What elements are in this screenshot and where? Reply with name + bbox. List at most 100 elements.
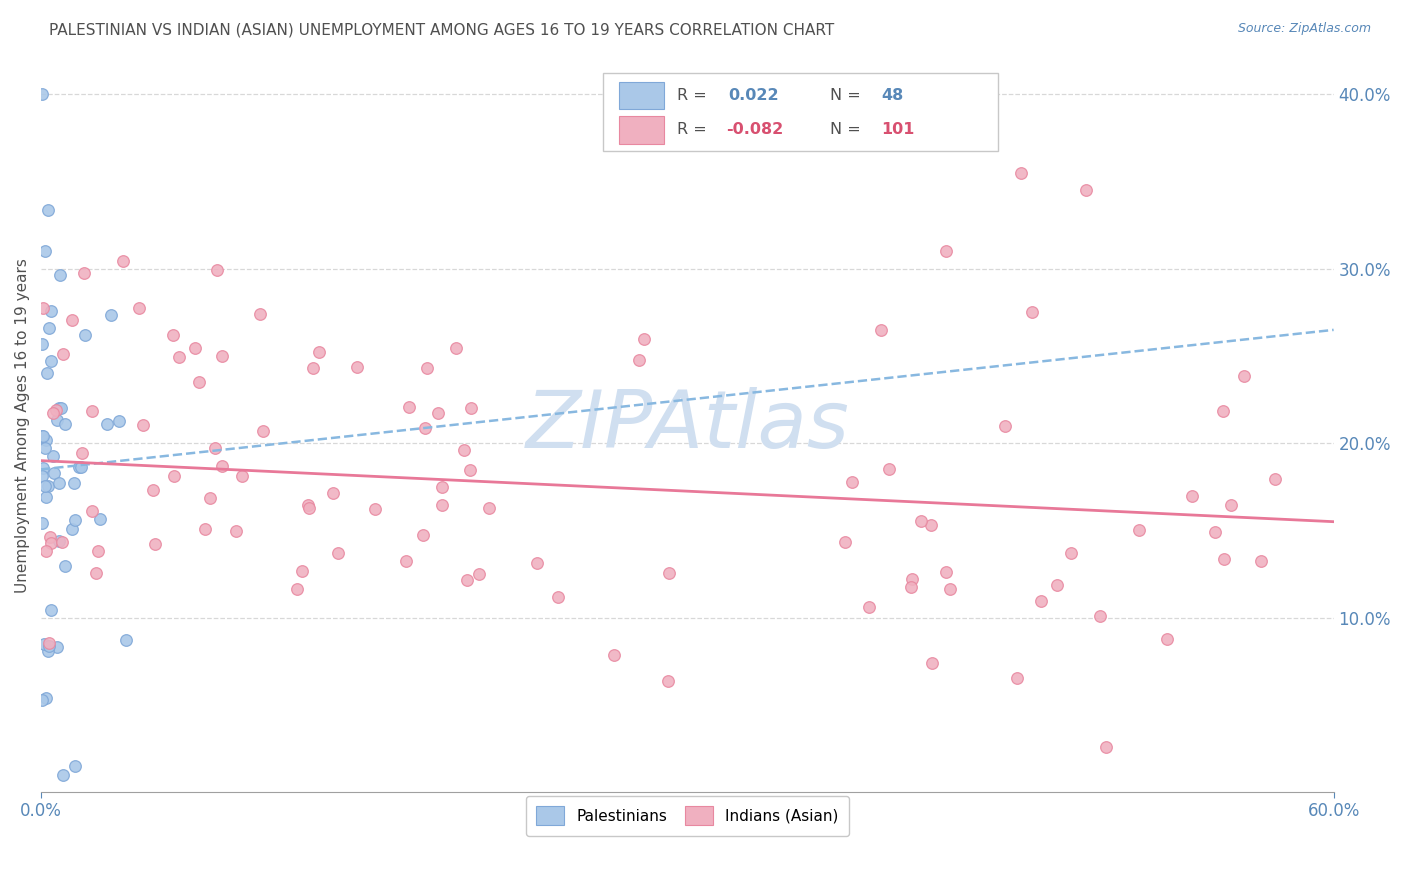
- Point: [38, 636, 60, 650]
- Text: N =: N =: [830, 122, 866, 137]
- Point: [456, 573, 478, 587]
- Point: [1021, 305, 1043, 319]
- Point: [935, 244, 957, 259]
- Point: [65, 759, 87, 773]
- Point: [163, 468, 186, 483]
- Point: [45, 403, 67, 417]
- Point: [1046, 578, 1069, 592]
- Point: [858, 599, 880, 614]
- Point: [70, 446, 93, 460]
- Point: [1005, 671, 1028, 685]
- Point: [48, 534, 70, 549]
- Point: [1128, 523, 1150, 537]
- Point: [35, 544, 58, 558]
- Point: [870, 323, 893, 337]
- Point: [921, 656, 943, 670]
- Point: [326, 545, 349, 559]
- FancyBboxPatch shape: [603, 73, 998, 151]
- Point: [31, 692, 53, 706]
- Point: [211, 349, 233, 363]
- Point: [194, 522, 217, 536]
- Point: [31, 429, 53, 443]
- Point: [603, 648, 626, 662]
- Point: [298, 500, 321, 515]
- Text: R =: R =: [678, 88, 711, 103]
- Point: [96, 417, 118, 432]
- Point: [44, 466, 66, 480]
- Point: [52, 767, 75, 781]
- Point: [416, 360, 439, 375]
- Point: [39, 535, 62, 549]
- Text: Source: ZipAtlas.com: Source: ZipAtlas.com: [1237, 22, 1371, 36]
- Point: [32, 301, 55, 315]
- Point: [89, 512, 111, 526]
- Point: [39, 354, 62, 368]
- Point: [877, 462, 900, 476]
- Point: [31, 87, 53, 102]
- Point: [60, 312, 83, 326]
- Point: [249, 306, 271, 320]
- Point: [31, 469, 53, 483]
- Point: [1010, 166, 1032, 180]
- Point: [82, 504, 104, 518]
- Text: ZIPAtlas: ZIPAtlas: [526, 387, 849, 465]
- Point: [53, 559, 76, 574]
- Point: [51, 534, 73, 549]
- Point: [205, 263, 228, 277]
- Point: [37, 202, 59, 217]
- Point: [48, 401, 70, 416]
- Point: [34, 442, 56, 456]
- Point: [628, 352, 651, 367]
- FancyBboxPatch shape: [619, 116, 664, 144]
- Point: [297, 498, 319, 512]
- Point: [84, 566, 107, 580]
- Point: [128, 301, 150, 315]
- Point: [1095, 740, 1118, 755]
- Point: [633, 332, 655, 346]
- Point: [834, 535, 856, 549]
- Point: [46, 413, 69, 427]
- Point: [143, 537, 166, 551]
- Point: [935, 566, 957, 580]
- Point: [1204, 524, 1226, 539]
- Point: [53, 417, 76, 432]
- Point: [910, 514, 932, 528]
- Point: [1156, 632, 1178, 647]
- Point: [188, 375, 211, 389]
- Point: [446, 342, 468, 356]
- Point: [73, 266, 96, 280]
- Text: R =: R =: [678, 122, 711, 137]
- Point: [111, 254, 134, 268]
- Point: [86, 544, 108, 558]
- Point: [432, 498, 454, 512]
- Point: [412, 528, 434, 542]
- Point: [37, 644, 59, 658]
- Point: [39, 603, 62, 617]
- Point: [49, 268, 72, 282]
- Point: [413, 421, 436, 435]
- FancyBboxPatch shape: [619, 81, 664, 110]
- Point: [287, 582, 309, 596]
- Point: [52, 346, 75, 360]
- Point: [204, 441, 226, 455]
- Point: [41, 449, 63, 463]
- Point: [198, 491, 221, 505]
- Point: [430, 480, 453, 494]
- Point: [658, 566, 681, 581]
- Text: PALESTINIAN VS INDIAN (ASIAN) UNEMPLOYMENT AMONG AGES 16 TO 19 YEARS CORRELATION: PALESTINIAN VS INDIAN (ASIAN) UNEMPLOYME…: [49, 22, 834, 37]
- Point: [184, 341, 207, 355]
- Text: 0.022: 0.022: [728, 88, 779, 103]
- Point: [1213, 552, 1236, 566]
- Point: [37, 479, 59, 493]
- Point: [42, 406, 65, 420]
- Point: [39, 530, 62, 544]
- Point: [302, 360, 325, 375]
- Point: [1060, 546, 1083, 560]
- Point: [34, 690, 56, 705]
- Point: [70, 460, 93, 475]
- Point: [32, 637, 55, 651]
- Point: [394, 554, 416, 568]
- Point: [478, 501, 501, 516]
- Point: [80, 403, 103, 417]
- Point: [34, 490, 56, 504]
